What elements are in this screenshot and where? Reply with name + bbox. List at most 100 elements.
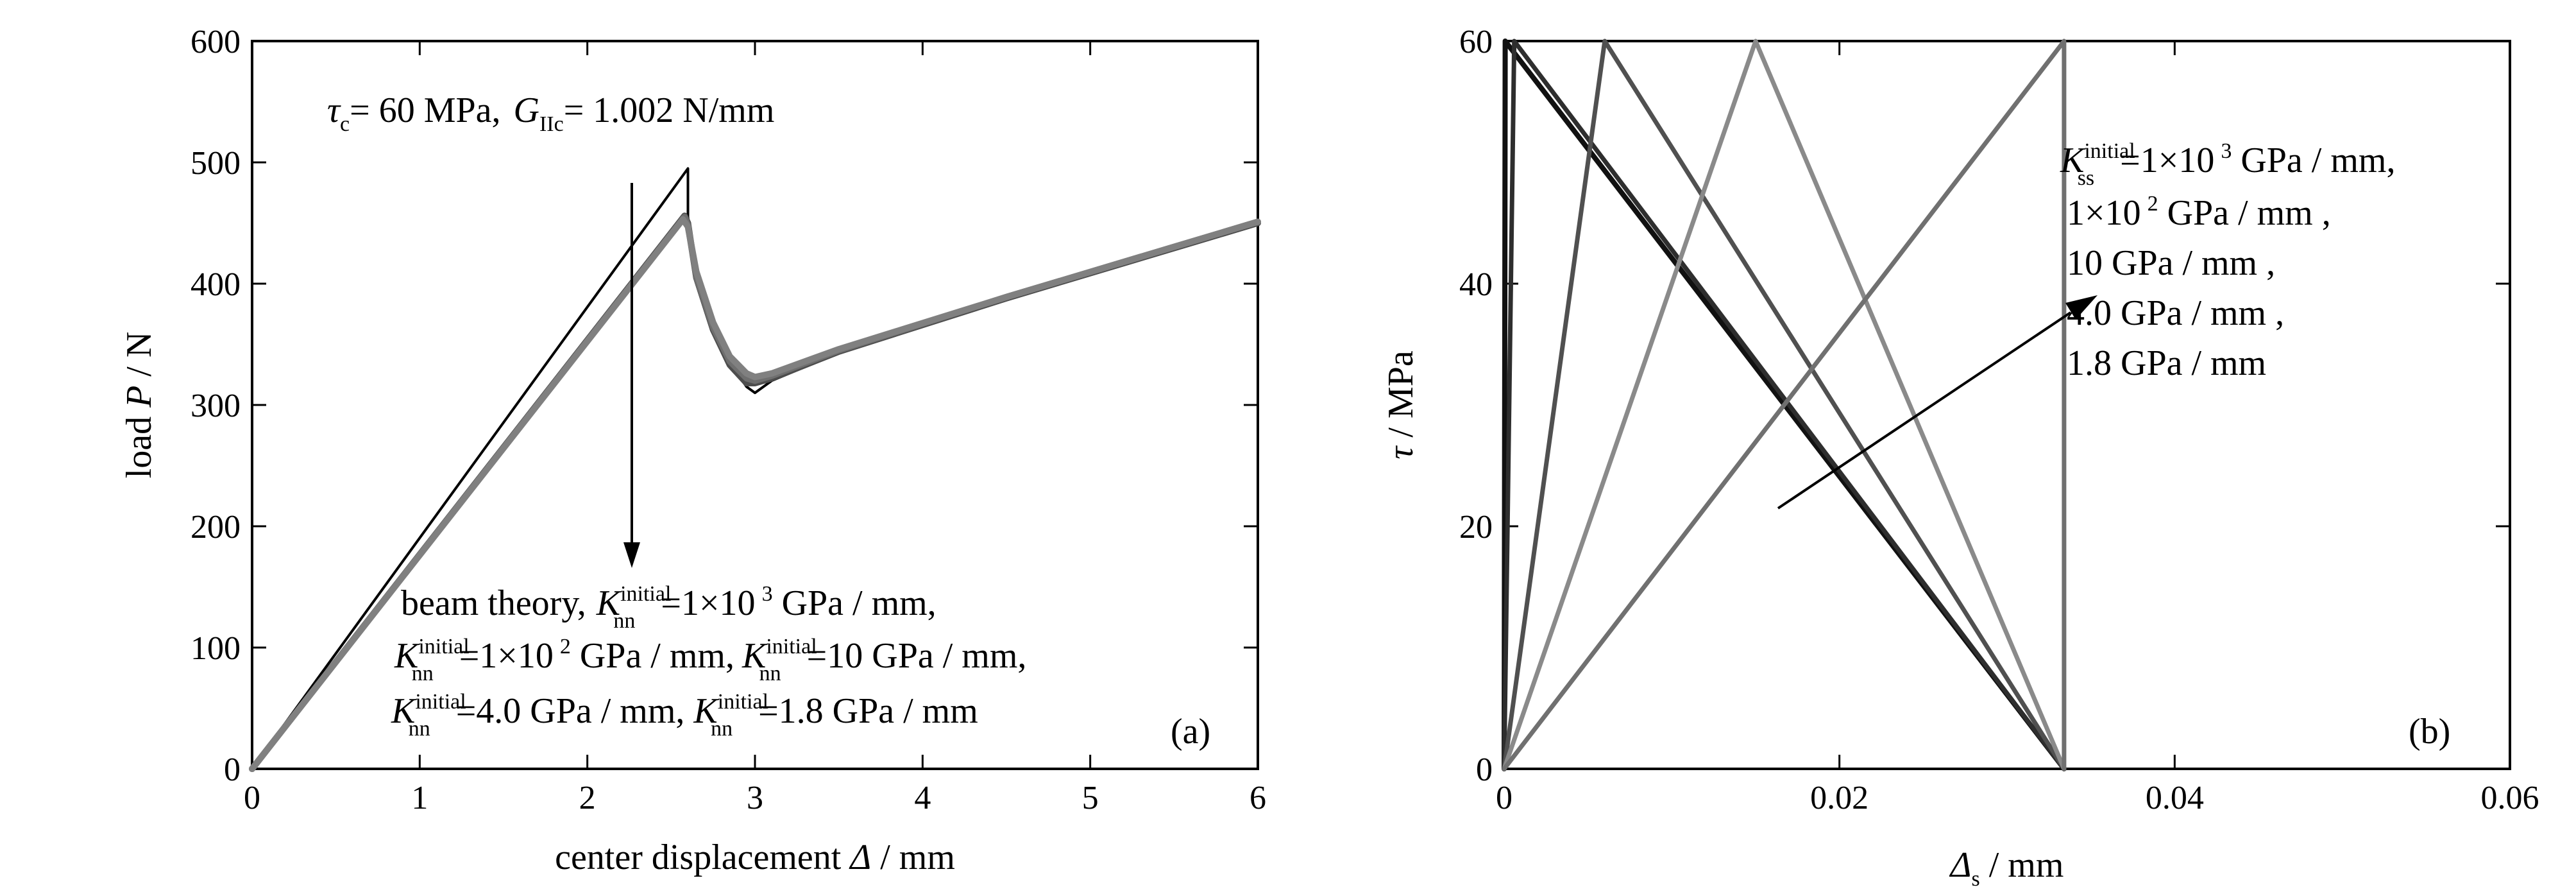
chart-b-series-line-1 bbox=[1502, 39, 2067, 771]
chart-b-ytick-label: 20 bbox=[1459, 509, 1493, 546]
legend-b-k-sub: ss bbox=[2078, 166, 2094, 190]
chart-a-series-line-1 bbox=[251, 167, 1259, 770]
chart-a-xlabel-text: center displacement bbox=[555, 838, 850, 877]
chart-b-ylabel: τ / MPa bbox=[1381, 350, 1421, 460]
chart-b-ylabel-unit: / MPa bbox=[1381, 350, 1421, 446]
chart-a-ylabel-symbol: P bbox=[119, 386, 159, 408]
chart-b: 0 0.02 0.04 0.06 0 20 40 60 Kinitial ss =1×10 3 GP… bbox=[1381, 24, 2539, 891]
legend-a-k-symbol: K bbox=[741, 636, 768, 676]
chart-a-ytick-label: 200 bbox=[191, 509, 241, 546]
chart-b-arrow-head bbox=[2065, 295, 2097, 320]
legend-a-k-sup: initial bbox=[620, 582, 671, 606]
legend-b-line-2-unit: GPa / mm , bbox=[2158, 193, 2331, 233]
chart-a-xlabel-unit: / mm bbox=[871, 838, 955, 877]
legend-a-k-symbol: K bbox=[394, 636, 420, 676]
legend-a-k-sup: initial bbox=[766, 635, 817, 658]
chart-a-xlabel: center displacement Δ / mm bbox=[555, 838, 955, 877]
chart-b-xtick-label: 0.04 bbox=[2146, 780, 2204, 816]
chart-a-ticks: 0 1 2 3 4 5 6 0 100 200 300 400 500 600 bbox=[191, 24, 1266, 816]
chart-a-series-line-2 bbox=[249, 212, 1261, 772]
chart-a-xtick-label: 2 bbox=[579, 780, 596, 816]
legend-b-line-1-unit: GPa / mm, bbox=[2232, 141, 2395, 180]
legend-b-line-1-exp: 3 bbox=[2221, 139, 2232, 163]
chart-b-ylabel-symbol: τ bbox=[1381, 445, 1421, 460]
chart-b-xlabel: Δs / mm bbox=[1949, 845, 2064, 891]
legend-a-k-sup: initial bbox=[415, 690, 466, 714]
tau-value: = 60 MPa, bbox=[350, 90, 500, 130]
legend-b-k-sup: initial bbox=[2084, 139, 2135, 163]
chart-b-xlabel-sub: s bbox=[1971, 867, 1979, 891]
g-value: = 1.002 N/mm bbox=[564, 90, 775, 130]
chart-a-ytick-label: 400 bbox=[191, 266, 241, 303]
chart-a-legend-line-3: Kinitial nn =4.0 GPa / mm, Kinitial nn =1.8 G… bbox=[391, 690, 978, 741]
legend-a-k-sub: nn bbox=[759, 662, 781, 685]
chart-b-series-line-4 bbox=[1502, 39, 2067, 771]
chart-b-legend-line-2: 1×10 2 GPa / mm , bbox=[2067, 192, 2331, 233]
chart-a-ytick-label: 600 bbox=[191, 24, 241, 60]
chart-a: 0 1 2 3 4 5 6 0 100 200 300 400 500 600 τc= 60 MPa, GI… bbox=[119, 24, 1266, 877]
chart-b-xtick-label: 0.06 bbox=[2481, 780, 2539, 816]
chart-a-ytick-label: 500 bbox=[191, 145, 241, 182]
chart-a-xlabel-symbol: Δ bbox=[849, 838, 871, 877]
chart-b-xtick-label: 0.02 bbox=[1810, 780, 1868, 816]
g-symbol: G bbox=[514, 90, 539, 130]
legend-b-k-symbol: K bbox=[2060, 141, 2086, 180]
chart-b-legend-line-1: Kinitial ss =1×10 3 GPa / mm, bbox=[2060, 139, 2395, 190]
legend-a-prefix: beam theory, bbox=[401, 583, 586, 623]
chart-b-xtick-label: 0 bbox=[1496, 780, 1513, 816]
legend-a-entry-5-value: =1.8 GPa / mm bbox=[758, 691, 978, 731]
chart-a-legend-line-2: Kinitial nn =1×10 2 GPa / mm, Kinitial nn =10 … bbox=[394, 635, 1026, 685]
tau-sub: c bbox=[340, 112, 350, 136]
legend-a-k-sup: initial bbox=[718, 690, 768, 714]
chart-a-ylabel-text: load bbox=[119, 408, 159, 478]
chart-a-ytick-label: 100 bbox=[191, 630, 241, 667]
chart-a-xtick-label: 0 bbox=[244, 780, 260, 816]
chart-b-ytick-label: 0 bbox=[1476, 752, 1493, 788]
chart-b-xlabel-unit: / mm bbox=[1980, 845, 2064, 885]
chart-a-ytick-label: 0 bbox=[224, 752, 241, 788]
legend-b-line-2-value: 1×10 bbox=[2067, 193, 2141, 233]
chart-b-series-line-2 bbox=[1502, 39, 2067, 771]
legend-a-k-sub: nn bbox=[613, 609, 635, 633]
legend-a-entry-1-exp: 3 bbox=[762, 582, 773, 606]
legend-a-k-symbol: K bbox=[596, 583, 622, 623]
chart-a-xtick-label: 6 bbox=[1250, 780, 1266, 816]
chart-b-legend-line-5: 1.8 GPa / mm bbox=[2067, 343, 2266, 383]
chart-b-series-line-3 bbox=[1502, 39, 2067, 771]
chart-b-panel-label: (b) bbox=[2409, 712, 2450, 752]
chart-a-ylabel-unit: / N bbox=[119, 332, 159, 386]
legend-b-line-2-exp: 2 bbox=[2148, 192, 2158, 216]
chart-b-ticks: 0 0.02 0.04 0.06 0 20 40 60 bbox=[1459, 24, 2539, 816]
g-sub: IIc bbox=[539, 112, 564, 136]
legend-a-entry-3-value: =10 GPa / mm, bbox=[807, 636, 1027, 676]
chart-b-ytick-label: 40 bbox=[1459, 266, 1493, 303]
chart-a-series-line-3 bbox=[249, 214, 1261, 772]
chart-a-params: τc= 60 MPa, GIIc= 1.002 N/mm bbox=[327, 90, 774, 136]
chart-b-series-line-5 bbox=[1502, 39, 2067, 771]
legend-a-entry-2-value: =1×10 bbox=[459, 636, 554, 676]
legend-a-k-sup: initial bbox=[418, 635, 469, 658]
chart-a-xtick-label: 4 bbox=[914, 780, 931, 816]
chart-a-xtick-label: 3 bbox=[747, 780, 763, 816]
legend-a-entry-4-value: =4.0 GPa / mm, bbox=[456, 691, 685, 731]
chart-b-xlabel-symbol: Δ bbox=[1949, 845, 1972, 885]
chart-a-series-line-4 bbox=[249, 216, 1261, 772]
chart-a-panel-label: (a) bbox=[1171, 712, 1210, 752]
chart-a-arrow-head bbox=[623, 542, 640, 568]
legend-a-entry-1-unit: GPa / mm, bbox=[773, 583, 936, 623]
legend-a-k-sub: nn bbox=[412, 662, 434, 685]
chart-b-ytick-label: 60 bbox=[1459, 24, 1493, 60]
legend-a-k-symbol: K bbox=[693, 691, 719, 731]
chart-a-legend-line-1: beam theory, Kinitial nn =1×10 3 GPa / mm, bbox=[401, 582, 936, 633]
tau-symbol: τ bbox=[327, 90, 341, 130]
chart-a-xtick-label: 1 bbox=[411, 780, 428, 816]
legend-a-entry-1-value: =1×10 bbox=[661, 583, 755, 623]
chart-a-xtick-label: 5 bbox=[1082, 780, 1099, 816]
chart-b-arrow-shaft bbox=[1777, 311, 2072, 510]
legend-a-k-sub: nn bbox=[711, 717, 733, 741]
legend-a-entry-2-unit: GPa / mm, bbox=[571, 636, 734, 676]
chart-b-series bbox=[1502, 39, 2067, 771]
chart-b-legend-line-4: 4.0 GPa / mm , bbox=[2067, 293, 2284, 333]
